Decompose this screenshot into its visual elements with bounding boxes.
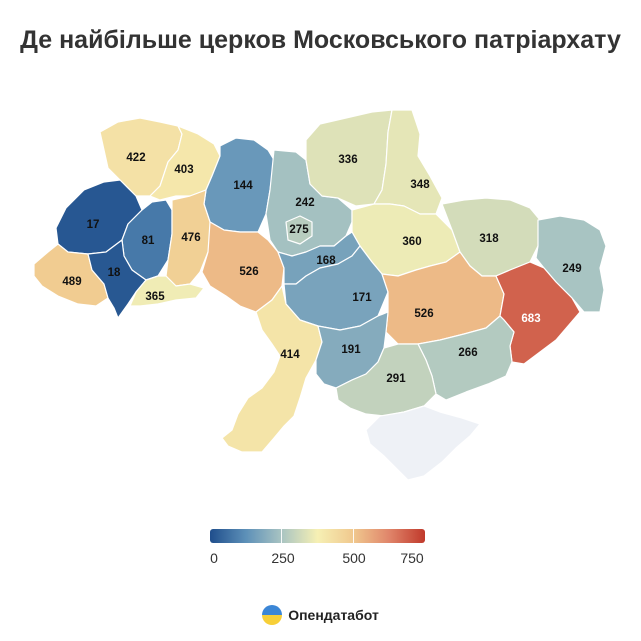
legend-label-250: 250 — [271, 550, 295, 566]
brand-footer: Опендатабот — [0, 600, 641, 630]
region-ivano-frankivsk[interactable] — [87, 239, 147, 319]
region-value-label-ivano-frankivsk: 18 — [108, 267, 121, 279]
region-value-label-kyiv-city: 275 — [289, 224, 309, 236]
color-scale-labels: 0 250 500 750 — [200, 550, 440, 568]
region-value-label-volyn: 422 — [126, 152, 145, 164]
map-title: Де найбільше церков Московського патріар… — [20, 26, 621, 54]
region-value-label-kyiv-oblast: 242 — [295, 197, 314, 209]
region-value-label-sumy: 348 — [410, 179, 430, 191]
region-donetsk[interactable] — [495, 261, 581, 365]
color-scale-bar — [210, 529, 425, 543]
region-value-label-kharkiv: 318 — [479, 233, 499, 245]
opendatabot-logo-icon — [262, 605, 283, 625]
region-rivne[interactable] — [149, 125, 221, 201]
region-value-label-donetsk: 683 — [521, 313, 540, 325]
legend-label-750: 750 — [400, 550, 424, 566]
region-value-label-odesa: 414 — [280, 349, 300, 361]
region-value-label-vinnytsia: 526 — [239, 266, 258, 278]
region-luhansk[interactable] — [535, 215, 607, 313]
region-value-label-luhansk: 249 — [562, 263, 581, 275]
region-value-label-poltava: 360 — [402, 236, 421, 248]
region-kyiv-city[interactable] — [285, 215, 313, 245]
region-value-label-dnipropetrovsk: 526 — [414, 308, 433, 320]
region-value-label-zakarpattia: 489 — [62, 276, 81, 288]
region-value-label-khmelnytskyi: 476 — [181, 232, 200, 244]
legend-tick — [281, 529, 282, 543]
region-crimea[interactable] — [365, 405, 481, 481]
legend-label-500: 500 — [342, 550, 366, 566]
region-odesa[interactable] — [221, 285, 323, 453]
region-value-label-zhytomyr: 144 — [233, 180, 253, 192]
legend-label-0: 0 — [210, 550, 218, 566]
region-value-label-zaporizhzhia: 266 — [458, 347, 477, 359]
region-value-label-lviv: 17 — [87, 219, 100, 231]
region-kherson[interactable] — [335, 343, 437, 417]
region-value-label-chernivtsi: 365 — [145, 291, 165, 303]
legend-tick — [353, 529, 354, 543]
region-khmelnytskyi[interactable] — [165, 189, 215, 287]
region-value-label-mykolaiv: 191 — [341, 344, 361, 356]
region-value-label-ternopil: 81 — [142, 235, 155, 247]
color-scale-legend — [210, 529, 425, 543]
region-value-label-kirovohrad: 171 — [352, 292, 372, 304]
region-value-label-rivne: 403 — [174, 164, 193, 176]
region-value-label-kherson: 291 — [386, 373, 406, 385]
region-value-label-cherkasy: 168 — [316, 255, 336, 267]
brand-name: Опендатабот — [288, 607, 379, 623]
region-value-label-chernihiv: 336 — [338, 154, 357, 166]
region-chernivtsi[interactable] — [129, 275, 205, 307]
